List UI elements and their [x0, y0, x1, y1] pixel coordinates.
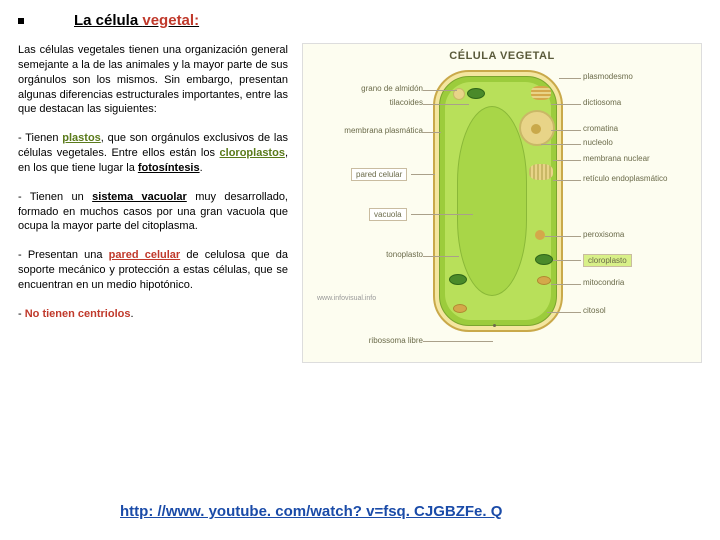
label-reticulo: retículo endoplasmático [583, 174, 668, 183]
label-nucleolo: nucleolo [583, 138, 613, 147]
t: . [130, 308, 133, 320]
diagram-credit: www.infovisual.info [317, 295, 376, 302]
line [551, 130, 581, 131]
page-title: La célula vegetal: [74, 12, 199, 29]
label-cromatina: cromatina [583, 124, 618, 133]
line [423, 341, 493, 342]
line [553, 160, 581, 161]
label-cloroplasto: cloroplasto [583, 254, 632, 267]
label-ribosoma: ribossoma libre [313, 336, 423, 345]
kw-cloroplastos: cloroplastos [220, 147, 285, 159]
mitochondria-1 [537, 276, 551, 285]
line [423, 256, 459, 257]
er [529, 164, 553, 180]
chloroplast-1 [467, 88, 485, 99]
line [551, 284, 581, 285]
line [545, 236, 581, 237]
label-tilacoides: tilacoides [313, 98, 423, 107]
t: - Presentan una [18, 249, 109, 261]
label-plasmodesmo: plasmodesmo [583, 72, 633, 81]
line [547, 312, 581, 313]
chloroplast-3 [449, 274, 467, 285]
cell-diagram: CÉLULA VEGETAL grano de almidón tilacoid… [302, 43, 702, 363]
line [423, 90, 457, 91]
kw-plastos: plastos [62, 132, 101, 144]
title-accent: vegetal: [142, 12, 199, 29]
title-prefix: La célula [74, 12, 142, 29]
vacuole [457, 106, 527, 296]
label-peroxisoma: peroxisoma [583, 230, 624, 239]
line [411, 174, 435, 175]
label-citosol: citosol [583, 306, 606, 315]
line [553, 180, 581, 181]
line [541, 144, 581, 145]
label-mitocondria: mitocondria [583, 278, 624, 287]
mitochondria-2 [453, 304, 467, 313]
t: - Tienen [18, 132, 62, 144]
golgi [531, 86, 551, 100]
kw-fotosintesis: fotosíntesis [138, 162, 200, 174]
peroxisome [535, 230, 545, 240]
bullet-icon [18, 18, 24, 24]
header: La célula vegetal: [18, 12, 702, 29]
t: - [18, 308, 25, 320]
label-dictiosoma: dictiosoma [583, 98, 621, 107]
t: - Tienen un [18, 191, 92, 203]
label-pared: pared celular [351, 168, 407, 181]
label-vacuola: vacuola [369, 208, 407, 221]
line [551, 104, 581, 105]
label-membrana-nuc: membrana nuclear [583, 154, 650, 163]
kw-vacuolar: sistema vacuolar [92, 191, 187, 203]
kw-centriolos: No tienen centriolos [25, 308, 131, 320]
ribosome [493, 324, 496, 327]
plastos-paragraph: - Tienen plastos, que son orgánulos excl… [18, 131, 288, 176]
label-almidon: grano de almidón [313, 84, 423, 93]
label-membrana: membrana plasmática [305, 126, 423, 135]
vacuolar-paragraph: - Tienen un sistema vacuolar muy desarro… [18, 190, 288, 235]
pared-paragraph: - Presentan una pared celular de celulos… [18, 248, 288, 293]
line [553, 260, 581, 261]
line [411, 214, 473, 215]
diagram-title: CÉLULA VEGETAL [449, 50, 554, 62]
centriolos-paragraph: - No tienen centriolos. [18, 307, 288, 322]
nucleolus [531, 124, 541, 134]
line [423, 132, 441, 133]
line [423, 104, 469, 105]
t: . [200, 162, 203, 174]
chloroplast-2 [535, 254, 553, 265]
kw-pared: pared celular [109, 249, 181, 261]
intro-paragraph: Las células vegetales tienen una organiz… [18, 43, 288, 117]
label-tonoplasto: tonoplasto [313, 250, 423, 259]
text-column: Las células vegetales tienen una organiz… [18, 43, 288, 363]
content-row: Las células vegetales tienen una organiz… [18, 43, 702, 363]
youtube-link[interactable]: http: //www. youtube. com/watch? v=fsq. … [120, 503, 502, 520]
line [559, 78, 581, 79]
